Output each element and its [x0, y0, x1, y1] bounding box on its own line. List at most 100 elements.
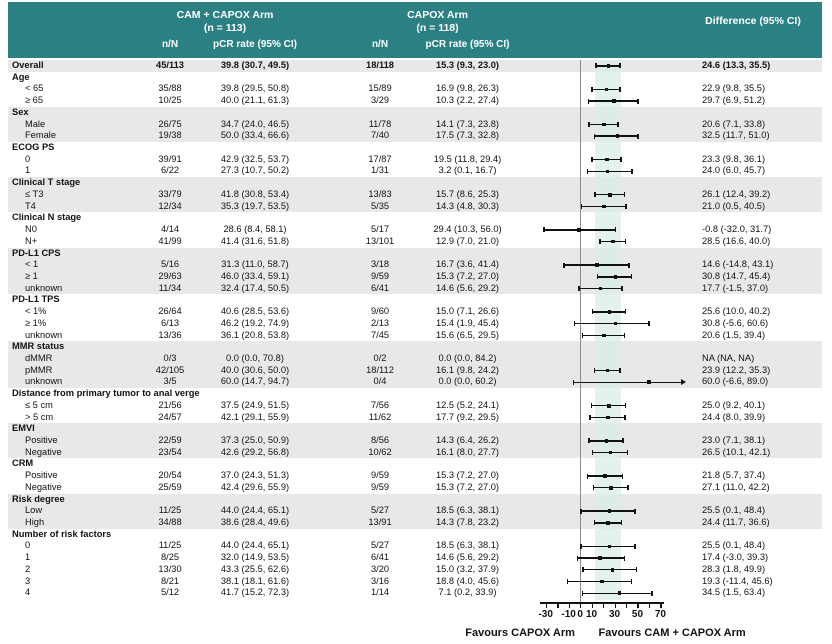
row-label: < 65 — [25, 83, 44, 94]
ci-plot-cell — [525, 154, 688, 166]
column-gap — [310, 306, 350, 318]
arm1-pcr-value: 34.7 (24.0, 46.5) — [220, 118, 290, 129]
arm2-nn-value: 7/40 — [370, 130, 390, 141]
axis-tick-label: 10 — [586, 609, 598, 620]
arm1-pcr-value: 50.0 (33.4, 66.6) — [220, 130, 290, 141]
row-label: Negative — [25, 446, 62, 457]
arm2-nn-value: 11/78 — [368, 118, 392, 129]
arm2-nn-value: 9/60 — [370, 306, 390, 317]
ci-plot-cell — [525, 119, 688, 131]
table-row: Overall 45/113 39.8 (30.7, 49.5) 18/118 15.3… — [8, 60, 822, 72]
point-estimate-marker — [602, 204, 606, 209]
arm1-nn-value: 13/30 — [158, 563, 182, 574]
category-row: Clinical T stage — [8, 177, 822, 189]
ci-plot-cell — [525, 447, 688, 459]
arm2-nn-value: 11/62 — [368, 411, 392, 422]
ci-plot-cell — [525, 130, 688, 142]
arm2-pcr-value: 12.5 (5.2, 24.1) — [435, 399, 500, 410]
difference-value: 23.0 (7.1, 38.1) — [702, 435, 766, 445]
arm1-nn-value: 13/36 — [158, 329, 182, 340]
ci-plot-cell — [525, 353, 688, 365]
column-gap — [310, 435, 350, 447]
arm1-nn-value: 0/3 — [163, 352, 177, 363]
arm1-nn-value: 21/56 — [158, 399, 182, 410]
category-row: MMR status — [8, 341, 822, 353]
ci-plot-cell — [525, 259, 688, 271]
difference-value: 24.4 (11.7, 36.6) — [702, 517, 770, 528]
ci-cap-left — [586, 168, 589, 174]
row-label: Negative — [25, 481, 62, 492]
arm1-pcr-value: 32.4 (17.4, 50.5) — [220, 282, 290, 293]
ci-cap-left — [580, 203, 583, 209]
ci-cap-left — [588, 438, 590, 444]
ci-plot-cell — [525, 189, 688, 201]
table-row: ≤ T3 33/79 41.8 (30.8, 53.4) 13/83 15.7 (8.6… — [8, 188, 822, 201]
point-estimate-marker — [608, 192, 612, 197]
arm1-pcr-value: 41.8 (30.8, 53.4) — [220, 188, 290, 199]
ci-cap-right — [648, 321, 650, 327]
axis-tick — [591, 603, 593, 608]
ci-cap-left — [588, 121, 590, 127]
column-gap — [310, 376, 350, 388]
arm2-pcr-value: 15.4 (1.9, 45.4) — [435, 317, 500, 328]
axis-tick — [660, 603, 662, 608]
ci-cap-left — [590, 403, 593, 409]
column-gap — [310, 482, 350, 494]
column-gap — [310, 224, 350, 236]
arm2-pcr-value: 17.5 (7.3, 32.8) — [435, 130, 500, 141]
row-label: ECOG PS — [12, 142, 55, 153]
point-estimate-marker — [613, 321, 618, 326]
row-label: ≥ 1% — [25, 317, 47, 328]
arm1-nn-value: 4/14 — [160, 224, 180, 235]
row-label: High — [25, 517, 45, 528]
axis-tick — [603, 603, 605, 608]
column-gap — [310, 353, 350, 365]
arm2-nn-value: 3/20 — [370, 563, 390, 574]
arm2-title: CAPOX Arm — [407, 9, 468, 21]
table-row: Female 19/38 50.0 (33.4, 66.6) 7/40 17.5 (7.… — [8, 130, 822, 143]
arm1-nn-value: 11/34 — [158, 282, 182, 293]
axis-tick-label: 30 — [608, 609, 621, 620]
arm1-pcr-value: 43.3 (25.5, 62.6) — [220, 563, 290, 574]
row-label: unknown — [25, 282, 63, 293]
table-row: ≥ 65 10/25 40.0 (21.1, 61.3) 3/29 10.3 (2.2,… — [8, 95, 822, 107]
table-row: Negative 23/54 42.6 (29.2, 56.8) 10/62 16.1 … — [8, 446, 822, 459]
ci-cap-right — [623, 192, 626, 198]
ci-plot-cell — [525, 236, 688, 248]
arm2-nn-value: 18/118 — [366, 60, 394, 70]
row-label: unknown — [25, 376, 63, 387]
arm2-pcr-value: 14.3 (6.4, 26.2) — [435, 435, 500, 445]
point-estimate-marker — [617, 591, 622, 595]
arm2-pcr-value: 10.3 (2.2, 27.4) — [435, 95, 500, 106]
ci-plot-cell — [525, 400, 688, 412]
column-gap — [310, 470, 350, 482]
row-label: Male — [25, 118, 46, 129]
difference-value: 17.7 (-1.5, 37.0) — [702, 282, 769, 293]
arm1-pcr-value: 39.8 (29.5, 50.8) — [220, 83, 290, 94]
arm2-pcr-value: 7.1 (0.2, 33.9) — [438, 587, 497, 598]
row-label: 1 — [25, 165, 31, 176]
ci-cap-left — [593, 520, 595, 526]
arm1-pcr-value: 31.3 (11.0, 58.7) — [221, 259, 289, 270]
point-estimate-marker — [606, 64, 611, 68]
column-gap — [310, 119, 350, 131]
category-row: Risk degree — [8, 493, 822, 506]
ci-plot-cell — [525, 564, 688, 576]
arm2-nn-value: 13/101 — [365, 235, 395, 246]
ci-cap-right — [634, 543, 636, 549]
arm2-pcr-value: 15.3 (7.2, 27.0) — [435, 481, 500, 492]
col-header-nn-arm2: n/N — [371, 39, 389, 50]
arm2-nn-value: 1/14 — [370, 587, 390, 598]
axis-tick-label: 0 — [577, 609, 583, 620]
ci-cap-left — [589, 414, 591, 420]
table-row: T4 12/34 35.3 (19.7, 53.5) 5/35 14.3 (4.8, 3… — [8, 200, 822, 213]
ci-cap-left — [572, 379, 574, 385]
ci-cap-right — [637, 98, 639, 104]
table-body: Overall 45/113 39.8 (30.7, 49.5) 18/118 15.3… — [8, 60, 822, 604]
ci-cap-left — [573, 321, 576, 327]
ci-cap-right — [624, 239, 626, 245]
axis-tick — [580, 603, 582, 608]
arm2-nn-value: 0/4 — [373, 376, 387, 387]
arm1-pcr-value: 40.6 (28.5, 53.6) — [220, 306, 290, 317]
arm1-pcr-value: 44.0 (24.4, 65.1) — [220, 540, 290, 551]
